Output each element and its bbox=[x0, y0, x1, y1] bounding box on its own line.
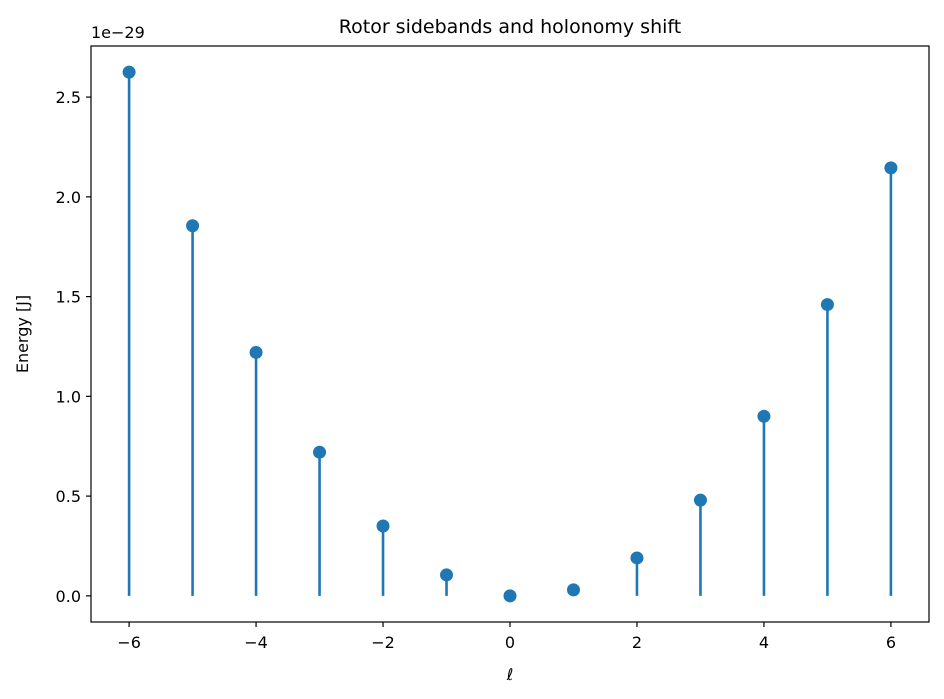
stem-marker bbox=[122, 65, 136, 79]
x-axis-ticks: −6 −4 −2 0 2 4 6 bbox=[117, 622, 896, 652]
x-tick-label: 2 bbox=[632, 633, 642, 652]
x-tick-label: −2 bbox=[371, 633, 395, 652]
y-tick-label: 0.0 bbox=[56, 587, 81, 606]
stem-marker bbox=[503, 589, 517, 603]
y-axis-offset-label: 1e−29 bbox=[91, 23, 145, 42]
stem-marker bbox=[313, 445, 327, 459]
y-tick-label: 1.0 bbox=[56, 387, 81, 406]
x-tick-label: 6 bbox=[886, 633, 896, 652]
stem-marker bbox=[566, 583, 580, 597]
stem-series bbox=[127, 72, 893, 596]
y-tick-label: 2.5 bbox=[56, 88, 81, 107]
stem-marker bbox=[630, 551, 644, 565]
y-axis-label: Energy [J] bbox=[13, 295, 32, 373]
x-tick-label: −6 bbox=[117, 633, 141, 652]
stem-marker bbox=[186, 219, 200, 233]
x-axis-label: ℓ bbox=[506, 665, 514, 684]
stem-marker bbox=[693, 493, 707, 507]
plot-area bbox=[91, 46, 929, 622]
stem-marker bbox=[820, 298, 834, 312]
marker-series bbox=[122, 65, 898, 603]
y-tick-label: 2.0 bbox=[56, 188, 81, 207]
stem-marker bbox=[884, 161, 898, 175]
y-tick-label: 1.5 bbox=[56, 288, 81, 307]
stem-marker bbox=[757, 409, 771, 423]
x-tick-label: 4 bbox=[759, 633, 769, 652]
x-tick-label: 0 bbox=[505, 633, 515, 652]
stem-marker bbox=[376, 519, 390, 533]
stem-marker bbox=[440, 568, 454, 582]
y-axis-ticks: 0.0 0.5 1.0 1.5 2.0 2.5 bbox=[56, 88, 91, 606]
x-tick-label: −4 bbox=[244, 633, 268, 652]
chart-title: Rotor sidebands and holonomy shift bbox=[339, 16, 681, 38]
stem-marker bbox=[249, 345, 263, 359]
y-tick-label: 0.5 bbox=[56, 487, 81, 506]
